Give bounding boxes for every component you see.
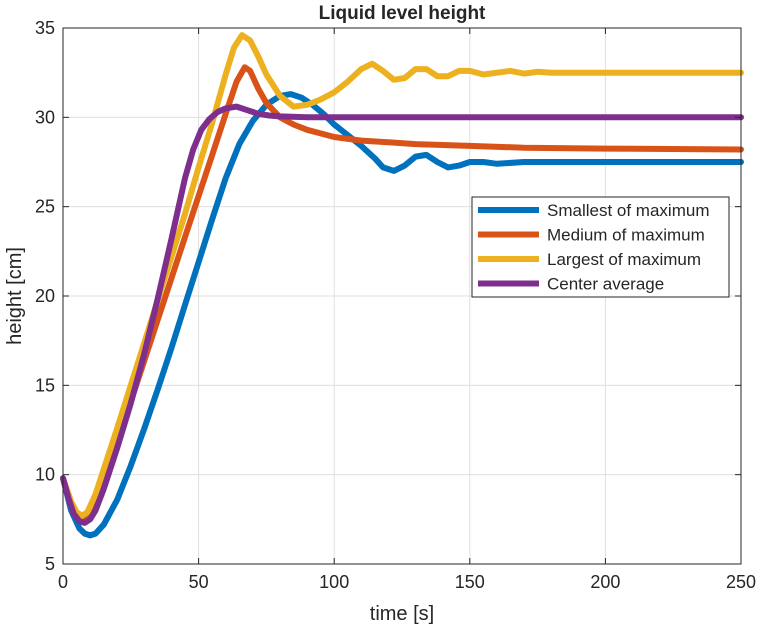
x-tick-label: 150 (455, 572, 485, 592)
legend-label: Smallest of maximum (547, 201, 709, 220)
y-tick-label: 30 (35, 107, 55, 127)
y-tick-label: 25 (35, 197, 55, 217)
axis-ticks: 0 50 100 150 200 250 5 10 15 20 25 30 35 (35, 18, 756, 592)
y-tick-label: 20 (35, 286, 55, 306)
legend-box (471, 196, 730, 298)
y-axis-label: height [cm] (4, 247, 26, 345)
x-tick-label: 50 (189, 572, 209, 592)
chart-title: Liquid level height (319, 3, 486, 24)
x-tick-label: 0 (58, 572, 68, 592)
legend: Smallest of maximum Medium of maximum Larg… (471, 196, 730, 298)
x-tick-label: 200 (590, 572, 620, 592)
series-line-3 (60, 32, 744, 519)
legend-label: Largest of maximum (547, 250, 701, 269)
y-tick-label: 5 (45, 554, 55, 574)
x-tick-label: 250 (726, 572, 756, 592)
y-tick-label: 10 (35, 465, 55, 485)
y-tick-label: 35 (35, 18, 55, 38)
series-line-1 (60, 91, 744, 539)
legend-label: Medium of maximum (547, 226, 705, 245)
legend-items: Smallest of maximum Medium of maximum Larg… (478, 201, 709, 294)
x-axis-label: time [s] (370, 603, 434, 625)
legend-label: Center average (547, 275, 664, 294)
series-line-4 (60, 103, 744, 526)
series-lines (60, 32, 744, 539)
y-tick-label: 15 (35, 375, 55, 395)
x-tick-label: 100 (319, 572, 349, 592)
